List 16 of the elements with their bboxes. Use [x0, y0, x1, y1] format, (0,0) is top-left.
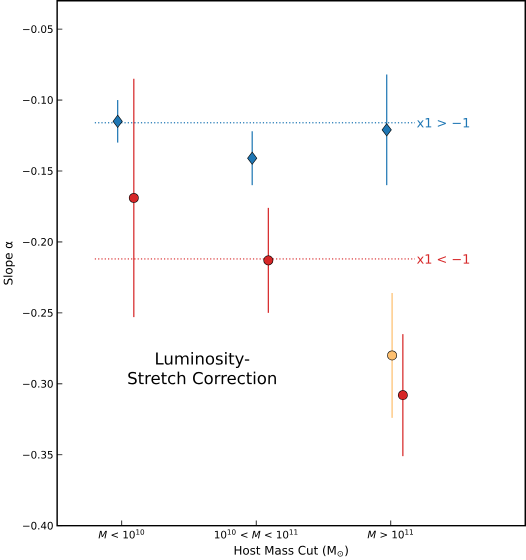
annotation: Luminosity-Stretch Correction — [128, 352, 276, 384]
y-tick-label: −0.30 — [23, 380, 53, 388]
x-tick-label: M > 10$^{11}$ — [368, 529, 413, 538]
y-tick-label: −0.25 — [23, 308, 53, 317]
x-axis-title: Host Mass Cut (M$_{⊙}$) — [234, 546, 348, 557]
y-tick-label: −0.10 — [23, 96, 53, 104]
ref-line-label: x1 > −1 — [416, 118, 470, 128]
ref-line-label: x1 < −1 — [416, 254, 470, 264]
y-tick-label: −0.05 — [23, 25, 53, 33]
y-tick-label: −0.20 — [23, 238, 53, 246]
x-tick-label: M < 10$^{10}$ — [98, 529, 144, 539]
y-tick-label: −0.35 — [23, 450, 53, 459]
y-tick-label: −0.15 — [23, 167, 53, 175]
x-tick-label: 10$^{10}$ < M < 10$^{11}$ — [214, 529, 298, 539]
y-tick-label: −0.40 — [23, 522, 53, 530]
y-axis-title: Slope α — [3, 242, 15, 285]
